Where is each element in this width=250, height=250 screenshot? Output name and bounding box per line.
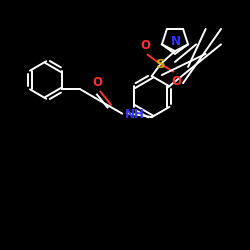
Text: NH: NH [125, 108, 144, 122]
Text: O: O [92, 76, 102, 89]
Text: O: O [172, 74, 181, 88]
Text: N: N [170, 34, 180, 48]
Text: S: S [156, 58, 165, 70]
Text: O: O [140, 38, 150, 52]
